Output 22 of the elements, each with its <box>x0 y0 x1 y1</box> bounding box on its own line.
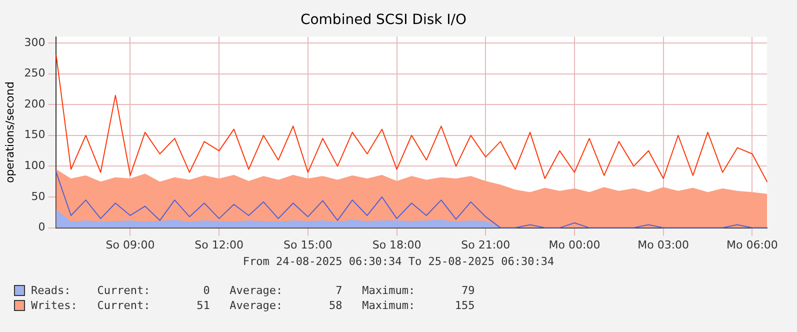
text: Current: 0 Average: 7 Maximum: 79 <box>97 284 475 297</box>
legend-label: Reads: <box>31 284 72 297</box>
legend-label: Writes: <box>31 299 78 312</box>
x-tick-label: So 15:00 <box>283 238 332 252</box>
y-tick-label: 0 <box>38 220 46 234</box>
y-tick-label: 50 <box>31 190 46 203</box>
chart-title: Combined SCSI Disk I/O <box>300 12 467 28</box>
x-tick-label: So 18:00 <box>372 238 422 252</box>
x-tick-label: Mo 03:00 <box>638 238 690 252</box>
text: From 24-08-2025 06:30:34 To 25-08-2025 06:30:34 <box>242 255 556 268</box>
y-tick-label: 300 <box>24 36 46 49</box>
x-tick-label: Mo 06:00 <box>726 238 778 252</box>
y-tick-label: 250 <box>24 66 46 80</box>
x-tick-label: So 09:00 <box>106 238 155 252</box>
y-tick-label: 100 <box>24 159 46 172</box>
x-tick-label: Mo 00:00 <box>548 238 600 252</box>
y-axis-title: operations/second <box>3 82 16 184</box>
text: Current: 51 Average: 58 Maximum: 155 <box>97 299 475 312</box>
x-tick-label: So 21:00 <box>461 238 510 252</box>
x-tick-label: So 12:00 <box>194 238 244 252</box>
y-tick-label: 150 <box>24 128 46 142</box>
y-tick-label: 200 <box>24 97 46 110</box>
